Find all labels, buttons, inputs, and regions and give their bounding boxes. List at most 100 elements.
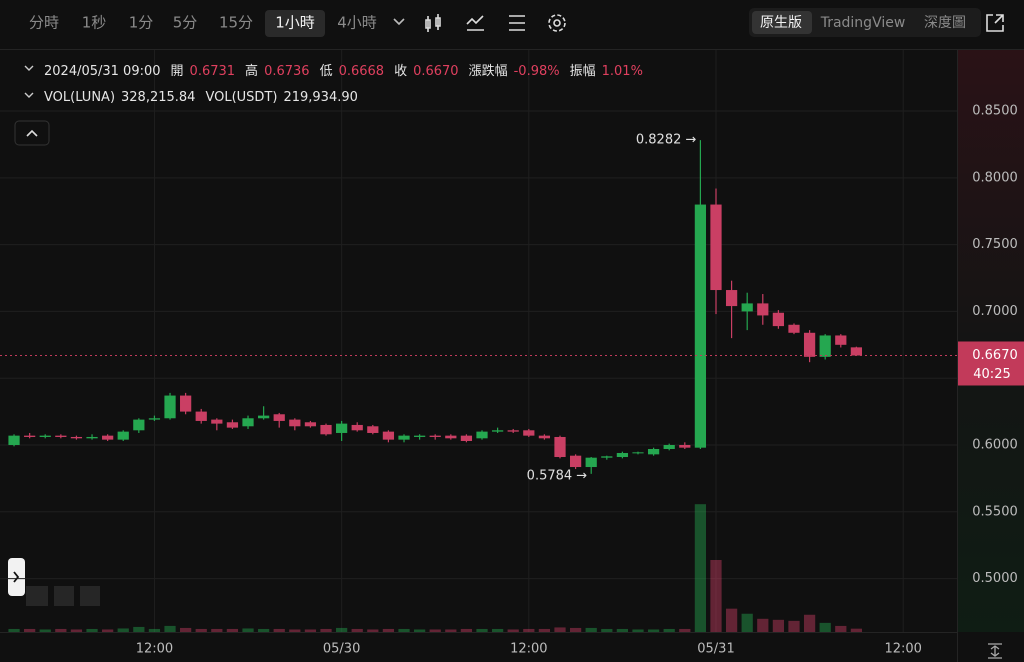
candle-body xyxy=(55,435,67,437)
volume-bar xyxy=(663,628,675,632)
info-label: 振幅 xyxy=(570,64,596,79)
volume-bar xyxy=(757,618,769,632)
candle-body xyxy=(133,419,145,431)
candle-body xyxy=(694,204,707,448)
interval-button[interactable]: 1分 xyxy=(129,14,154,32)
volume-bar xyxy=(772,619,785,632)
candle-body xyxy=(70,436,83,439)
candle-body xyxy=(273,414,285,421)
candle-body xyxy=(382,431,395,440)
volume-label: VOL(USDT) xyxy=(205,90,277,105)
info-value: 1.01% xyxy=(602,64,643,79)
candle-body xyxy=(679,444,691,448)
interval-button[interactable]: 5分 xyxy=(173,14,198,32)
settings-icon[interactable] xyxy=(553,19,561,27)
x-tick-label: 05/30 xyxy=(323,642,360,657)
candle-body xyxy=(741,303,753,312)
x-tick-label: 12:00 xyxy=(136,642,173,657)
volume-bar xyxy=(289,629,301,632)
candle-body xyxy=(554,436,566,458)
candle-body xyxy=(86,436,98,439)
candle-body xyxy=(538,435,551,439)
volume-bar xyxy=(725,608,738,632)
volume-bar xyxy=(242,628,254,632)
candle-body xyxy=(289,419,301,427)
candle-icon[interactable] xyxy=(425,14,441,32)
info-value: 0.6731 xyxy=(190,64,236,79)
view-button[interactable]: 深度圖 xyxy=(924,15,966,31)
volume-bar xyxy=(39,629,51,632)
volume-bar xyxy=(632,629,644,632)
watermark xyxy=(26,586,100,606)
candle-body xyxy=(336,423,348,433)
candle-body xyxy=(242,418,254,427)
volume-bar xyxy=(585,627,597,632)
info-label: 收 xyxy=(394,64,407,79)
volume-bar xyxy=(413,629,426,632)
countdown: 40:25 xyxy=(973,367,1010,382)
interval-button[interactable]: 1小時 xyxy=(275,14,315,32)
volume-bar xyxy=(351,628,363,632)
volume-bar xyxy=(24,628,36,632)
active-interval xyxy=(265,10,325,37)
fullscreen-icon[interactable] xyxy=(986,14,1004,32)
candle-body xyxy=(632,452,644,454)
y-tick-label: 0.6000 xyxy=(972,437,1018,452)
volume-bar xyxy=(304,629,317,632)
interval-button[interactable]: 分時 xyxy=(29,14,59,32)
candle-body xyxy=(24,435,36,437)
interval-button[interactable]: 4小時 xyxy=(337,14,377,32)
side-tab[interactable] xyxy=(8,558,25,596)
view-button[interactable]: TradingView xyxy=(820,15,906,31)
candle-body xyxy=(429,435,441,437)
info-time: 2024/05/31 09:00 xyxy=(44,64,161,79)
view-button[interactable]: 原生版 xyxy=(760,15,802,31)
x-tick-label: 12:00 xyxy=(884,642,921,657)
volume-bar xyxy=(601,628,613,632)
settings-list-icon[interactable] xyxy=(509,15,525,31)
more-intervals[interactable] xyxy=(393,18,405,26)
volume-bar xyxy=(835,625,847,632)
indicator-icon[interactable] xyxy=(466,15,484,31)
candle-body xyxy=(195,411,207,421)
candle-body xyxy=(803,332,816,357)
volume-bar xyxy=(523,628,535,632)
info-label: 漲跌幅 xyxy=(469,63,508,79)
volume-bar xyxy=(647,629,660,632)
interval-button[interactable]: 1秒 xyxy=(82,14,107,32)
volume-info: VOL(LUNA) 328,215.84 VOL(USDT) 219,934.90 xyxy=(44,90,358,105)
info-value: 0.6736 xyxy=(264,64,310,79)
y-tick-label: 0.5000 xyxy=(972,571,1018,586)
candle-body xyxy=(819,335,831,357)
volume-bar xyxy=(148,628,161,632)
interval-button[interactable]: 15分 xyxy=(219,14,253,32)
volume-bar xyxy=(164,625,176,632)
toolbar: 分時 1秒 1分 5分 15分 1小時 4小時 原生版 TradingView 深度圖 xyxy=(29,8,1004,37)
candle-body xyxy=(367,426,379,433)
volume-bar xyxy=(273,628,285,632)
candle-body xyxy=(460,435,473,441)
volume-bar xyxy=(336,627,348,632)
volume-bar xyxy=(195,628,207,632)
collapse-button[interactable] xyxy=(14,120,50,146)
volume-bar xyxy=(180,627,192,632)
candle-body xyxy=(601,456,613,458)
info-value: 0.6668 xyxy=(339,64,385,79)
y-tick-label: 0.7000 xyxy=(972,304,1018,319)
volume-bar xyxy=(476,628,488,632)
volume-bar xyxy=(616,628,629,632)
candle-body xyxy=(258,415,270,419)
volume-bar xyxy=(86,628,98,632)
row-carets[interactable] xyxy=(24,65,34,98)
candle-body xyxy=(725,290,738,307)
min-annotation: 0.5784 → xyxy=(527,468,588,483)
volume-bar xyxy=(258,628,270,632)
candle-body xyxy=(304,422,317,427)
candle-body xyxy=(398,435,410,440)
candle-body xyxy=(445,435,457,439)
candle-body xyxy=(8,435,20,445)
volume-bar xyxy=(445,629,457,632)
scale-toggle[interactable] xyxy=(988,643,1002,659)
tool-icons xyxy=(425,14,1004,32)
